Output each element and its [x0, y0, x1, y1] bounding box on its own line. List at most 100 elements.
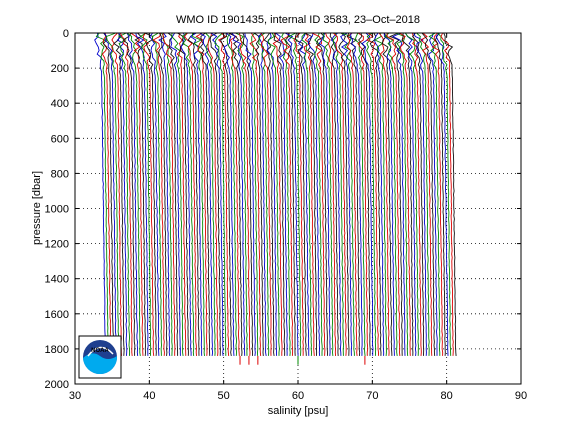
salinity-profile — [301, 32, 313, 356]
salinity-profile — [199, 32, 211, 356]
salinity-profile — [235, 32, 248, 356]
salinity-profile — [401, 33, 414, 356]
salinity-profile — [228, 32, 240, 356]
salinity-profile — [189, 32, 203, 356]
salinity-profile — [428, 32, 438, 356]
salinity-profile — [287, 32, 302, 356]
salinity-profile — [263, 32, 275, 356]
salinity-profile — [152, 32, 165, 356]
salinity-profile — [303, 32, 315, 356]
salinity-profile — [443, 32, 457, 356]
salinity-profile — [171, 32, 184, 356]
salinity-profile — [257, 32, 267, 356]
salinity-profile — [228, 32, 243, 356]
salinity-profile — [267, 32, 280, 356]
salinity-profile — [383, 32, 395, 356]
salinity-profile — [191, 32, 205, 356]
y-tick-label: 1800 — [45, 344, 69, 356]
spikes — [239, 355, 366, 365]
y-tick-label: 1600 — [45, 309, 69, 321]
salinity-profile — [304, 32, 318, 356]
salinity-profile — [350, 32, 363, 356]
logo-bird-icon — [87, 346, 114, 357]
salinity-profile — [94, 32, 106, 356]
salinity-profile — [412, 32, 425, 356]
salinity-profile — [373, 32, 385, 356]
salinity-profile — [130, 32, 144, 356]
salinity-profile — [273, 32, 286, 356]
salinity-profile — [298, 32, 310, 356]
salinity-profile — [116, 32, 128, 356]
salinity-profile — [435, 32, 446, 356]
logo-text: NOAA — [91, 348, 109, 354]
salinity-profile — [95, 32, 109, 356]
y-tick-label: 400 — [51, 98, 69, 110]
salinity-profile — [238, 32, 251, 356]
salinity-profile — [177, 32, 189, 356]
salinity-profile — [253, 32, 264, 356]
salinity-profile — [144, 32, 157, 356]
salinity-profile — [332, 32, 345, 356]
salinity-profile — [378, 32, 390, 356]
salinity-profile — [149, 32, 160, 356]
salinity-profile — [329, 32, 339, 356]
salinity-profile — [126, 32, 139, 356]
salinity-profile — [338, 32, 350, 356]
salinity-profile — [220, 32, 232, 356]
salinity-profile — [373, 32, 387, 356]
y-tick-label: 600 — [51, 133, 69, 145]
salinity-profile — [404, 32, 419, 356]
profiles — [94, 32, 457, 356]
salinity-profile — [170, 32, 181, 356]
salinity-profile — [183, 32, 197, 356]
salinity-profile — [105, 32, 120, 356]
salinity-profile — [281, 32, 291, 356]
salinity-profile — [103, 32, 117, 356]
x-tick-label: 70 — [366, 390, 378, 402]
salinity-profile — [209, 32, 221, 356]
salinity-profile — [318, 32, 331, 356]
salinity-profile — [346, 32, 358, 356]
x-tick-label: 60 — [292, 390, 304, 402]
y-tick-label: 1200 — [45, 239, 69, 251]
salinity-profile — [280, 32, 294, 356]
y-tick-label: 200 — [51, 63, 69, 75]
ticks — [74, 32, 522, 385]
salinity-profile — [102, 32, 114, 356]
salinity-profile — [431, 32, 444, 356]
salinity-profile — [358, 32, 371, 356]
salinity-profile — [428, 32, 441, 356]
y-tick-label: 0 — [63, 28, 69, 40]
salinity-profile — [330, 32, 342, 356]
salinity-profile — [176, 32, 187, 356]
salinity-profile — [295, 32, 307, 356]
salinity-profile — [361, 32, 374, 356]
salinity-profile — [223, 32, 235, 356]
x-tick-label: 50 — [218, 390, 230, 402]
salinity-profile — [226, 32, 237, 356]
salinity-profile — [340, 32, 355, 356]
salinity-profile — [167, 32, 179, 356]
salinity-profile — [416, 32, 430, 356]
salinity-profile — [437, 32, 452, 356]
y-tick-labels: 0 200 400 600 800 1000 1200 1400 1600 1800 2000 — [45, 28, 69, 391]
salinity-profile — [210, 32, 224, 356]
salinity-profile — [113, 32, 125, 356]
salinity-profile — [366, 32, 377, 356]
salinity-profile — [332, 32, 347, 356]
salinity-profile — [119, 32, 133, 356]
x-tick-labels: 30 40 50 60 70 80 90 — [69, 390, 527, 402]
salinity-profile — [258, 32, 270, 356]
x-tick-label: 30 — [69, 390, 81, 402]
x-tick-label: 90 — [515, 390, 527, 402]
noaa-logo: NOAA — [78, 335, 122, 379]
salinity-profile — [181, 32, 195, 356]
salinity-profile — [251, 32, 259, 356]
salinity-profile — [139, 32, 152, 356]
salinity-profile — [111, 32, 122, 356]
salinity-profile — [272, 32, 283, 356]
y-axis-label: pressure [dbar] — [31, 171, 43, 245]
salinity-profile — [357, 32, 369, 356]
salinity-profile — [244, 32, 256, 356]
salinity-profile — [340, 32, 353, 356]
